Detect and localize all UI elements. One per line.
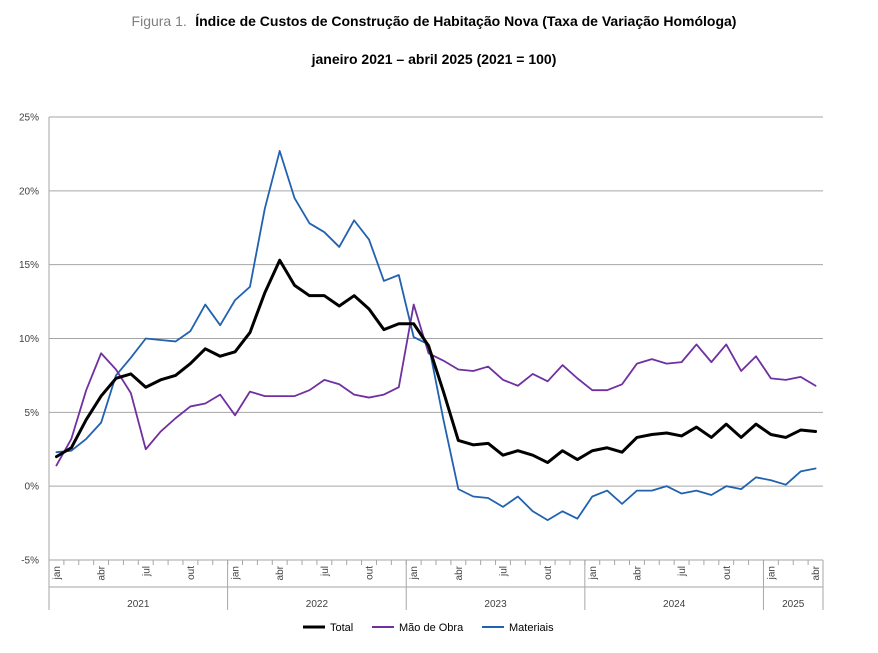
x-year-label: 2023 [484,599,507,610]
y-tick-label: 5% [25,408,40,419]
x-year-label: 2025 [782,599,805,610]
chart-title: Figura 1. Índice de Custos de Construção… [132,13,737,30]
y-tick-label: 25% [19,113,39,124]
x-month-label: jan [588,566,599,580]
chart-title-text: Índice de Custos de Construção de Habita… [195,13,736,29]
x-month-label: out [186,566,197,580]
y-tick-label: -5% [21,556,39,567]
series-line-total [54,258,818,465]
x-month-label: out [365,566,376,580]
x-year-label: 2021 [127,599,150,610]
chart-subtitle: janeiro 2021 – abril 2025 (2021 = 100) [311,51,557,67]
chart-title-prefix: Figura 1. [132,13,187,29]
x-month-label: jan [409,566,420,580]
x-month-label: out [722,566,733,580]
x-month-label: jul [677,566,688,577]
x-month-label: jul [141,566,152,577]
legend-item: Total [303,622,353,634]
y-tick-label: 10% [19,334,39,345]
axes [48,117,824,610]
legend-item: Materiais [482,622,554,634]
y-axis-tick-labels: -5% 0% 5% 10% 15% 20% 25% [19,113,39,567]
legend-label: Total [330,622,353,634]
x-axis-tick-labels: jan abr jul out 2021 jan abr jul out 2022 jan abr ju… [52,565,822,610]
x-year-label: 2024 [663,599,686,610]
x-month-label: jan [766,566,777,580]
legend-label: Materiais [509,622,554,634]
y-tick-label: 20% [19,186,39,197]
x-month-label: abr [275,565,286,580]
series-lines [54,150,818,522]
y-tick-label: 0% [25,482,40,493]
x-month-label: abr [632,565,643,580]
x-month-label: abr [97,565,108,580]
x-month-label: out [543,566,554,580]
x-month-label: abr [811,565,822,580]
x-month-label: jan [231,566,242,580]
x-month-label: jul [498,566,509,577]
series-line-materiais [55,150,817,522]
series-line-m-o-de-obra [55,303,817,467]
x-month-label: abr [454,565,465,580]
x-month-label: jan [52,566,63,580]
gridlines [49,116,823,561]
legend: Total Mão de Obra Materiais [303,622,554,634]
legend-label: Mão de Obra [399,622,464,634]
y-tick-label: 15% [19,260,39,271]
x-year-label: 2022 [306,599,329,610]
x-month-label: jul [320,566,331,577]
legend-item: Mão de Obra [372,622,464,634]
